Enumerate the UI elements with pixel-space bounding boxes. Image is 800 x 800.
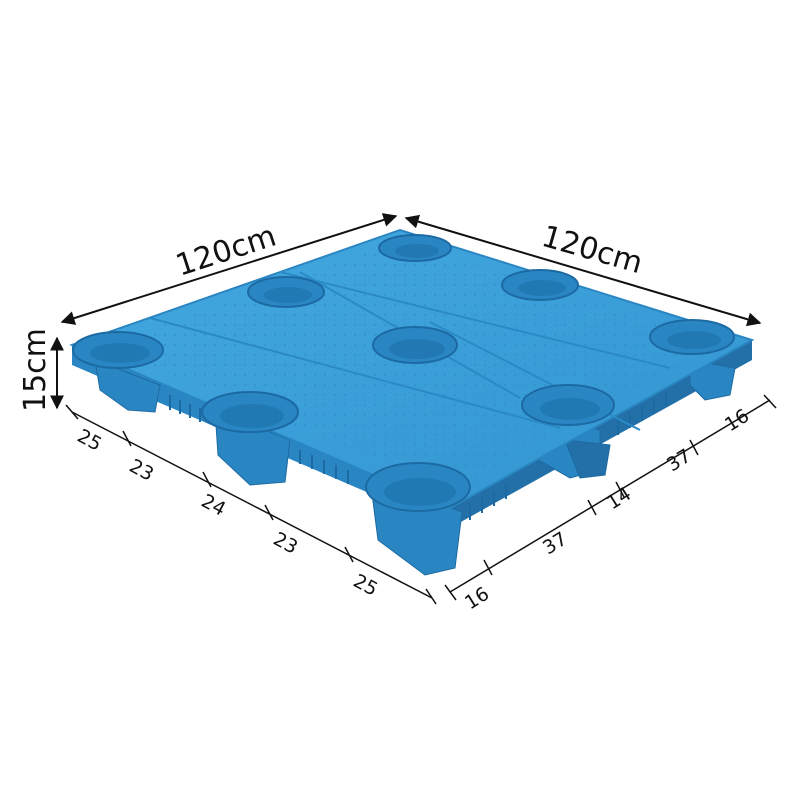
front-segment-3: 24 [198,490,230,521]
pallet-ribs [169,392,667,520]
pallet [69,228,755,576]
side-segment-4: 37 [663,445,695,476]
front-segment-4: 23 [270,528,302,559]
front-segment-dimension [65,404,437,605]
height-dimension: 15cm [18,328,64,412]
side-segment-2: 37 [539,528,571,559]
front-segment-1: 25 [74,425,106,456]
pallet-right-edge [450,340,752,528]
length-label: 120cm [172,218,281,283]
height-label: 15cm [18,328,53,412]
front-segment-5: 25 [350,570,382,601]
side-segment-5: 16 [721,405,753,436]
side-segment-1: 16 [461,583,493,614]
front-segment-2: 23 [126,455,158,486]
side-segment-3: 14 [603,483,635,514]
side-segment-dimension [444,394,777,601]
